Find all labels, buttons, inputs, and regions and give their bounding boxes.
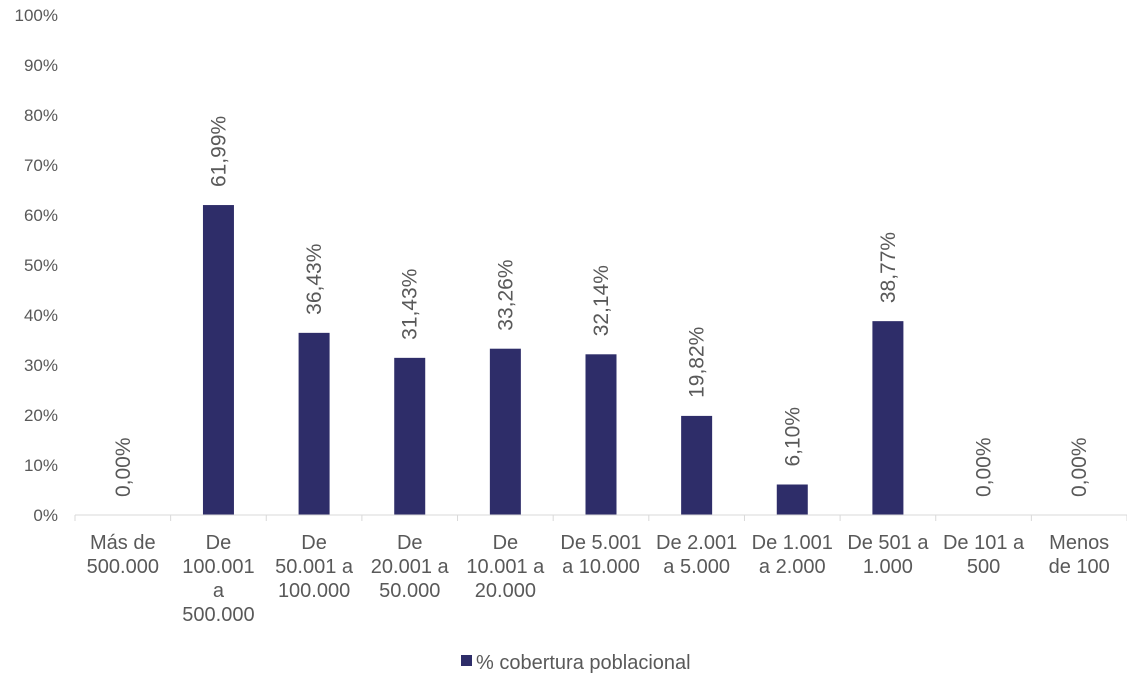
x-category-line: a: [213, 580, 225, 602]
y-tick-label: 0%: [33, 506, 58, 525]
bar: [298, 332, 330, 515]
x-category-line: a 10.000: [562, 556, 640, 578]
x-category-line: 50.000: [379, 580, 440, 602]
x-category-line: 50.001 a: [275, 556, 354, 578]
x-category-line: 10.001 a: [466, 556, 545, 578]
x-category-line: a 5.000: [663, 556, 730, 578]
y-tick-label: 80%: [24, 106, 58, 125]
y-tick-label: 40%: [24, 306, 58, 325]
data-label: 32,14%: [590, 265, 613, 336]
x-category-line: 100.000: [278, 580, 350, 602]
bar: [872, 321, 904, 515]
x-category-label: De 501 a 1.000: [847, 532, 929, 578]
data-label: 38,77%: [877, 232, 900, 303]
x-category-line: De 2.001: [656, 532, 737, 554]
data-label: 0,00%: [112, 437, 135, 497]
x-category-line: De: [493, 532, 519, 554]
x-category-label: De 101 a 500: [943, 532, 1025, 578]
bar: [776, 484, 808, 515]
data-label: 31,43%: [399, 269, 422, 340]
y-tick-label: 10%: [24, 456, 58, 475]
legend-swatch: [461, 655, 472, 666]
x-category-label: De 20.001 a 50.000: [371, 532, 450, 602]
data-label: 0,00%: [1068, 437, 1091, 497]
y-tick-label: 50%: [24, 256, 58, 275]
legend: % cobertura poblacional: [461, 652, 691, 674]
x-category-line: De 1.001: [752, 532, 833, 554]
x-category-line: De: [397, 532, 423, 554]
y-tick-label: 90%: [24, 56, 58, 75]
y-axis: 0% 10% 20% 30% 40% 50% 60% 70% 80% 90% 100%: [15, 6, 58, 525]
bars: [202, 205, 904, 516]
y-tick-label: 20%: [24, 406, 58, 425]
x-category-line: 500.000: [182, 604, 254, 626]
x-category-label: Menos de 100: [1049, 532, 1110, 578]
y-tick-label: 100%: [15, 6, 58, 25]
x-category-line: 20.001 a: [371, 556, 450, 578]
x-category-line: Menos: [1049, 532, 1109, 554]
y-tick-label: 60%: [24, 206, 58, 225]
x-category-line: 20.000: [475, 580, 536, 602]
bar: [489, 348, 521, 515]
x-category-label: De 5.001 a 10.000: [560, 532, 641, 578]
x-category-line: Más de: [90, 532, 156, 554]
bar: [585, 354, 617, 515]
x-category-line: 100.001: [182, 556, 254, 578]
x-category-label: De 100.001 a 500.000: [182, 532, 254, 626]
bar: [681, 415, 713, 515]
data-labels: 0,00% 61,99% 36,43% 31,43% 33,26% 32,14% 19,82…: [112, 116, 1091, 497]
x-category-label: De 50.001 a 100.000: [275, 532, 354, 602]
bar: [394, 357, 426, 515]
x-category-line: De 501 a: [847, 532, 929, 554]
x-category-line: De: [206, 532, 232, 554]
data-label: 6,10%: [781, 407, 804, 467]
data-label: 36,43%: [303, 244, 326, 315]
x-category-line: De: [301, 532, 327, 554]
data-label: 61,99%: [207, 116, 230, 187]
data-label: 33,26%: [494, 259, 517, 330]
x-category-line: 500: [967, 556, 1000, 578]
x-category-label: De 10.001 a 20.000: [466, 532, 545, 602]
x-category-line: a 2.000: [759, 556, 826, 578]
x-category-line: 500.000: [87, 556, 159, 578]
x-category-label: De 1.001 a 2.000: [752, 532, 833, 578]
data-label: 0,00%: [973, 437, 996, 497]
x-category-label: De 2.001 a 5.000: [656, 532, 737, 578]
x-category-label: Más de 500.000: [87, 532, 159, 578]
y-tick-label: 70%: [24, 156, 58, 175]
bar: [202, 205, 234, 516]
x-category-line: 1.000: [863, 556, 913, 578]
x-category-line: De 101 a: [943, 532, 1025, 554]
y-tick-label: 30%: [24, 356, 58, 375]
x-category-line: De 5.001: [560, 532, 641, 554]
x-category-line: de 100: [1049, 556, 1110, 578]
data-label: 19,82%: [686, 327, 709, 398]
legend-label: % cobertura poblacional: [476, 652, 691, 674]
